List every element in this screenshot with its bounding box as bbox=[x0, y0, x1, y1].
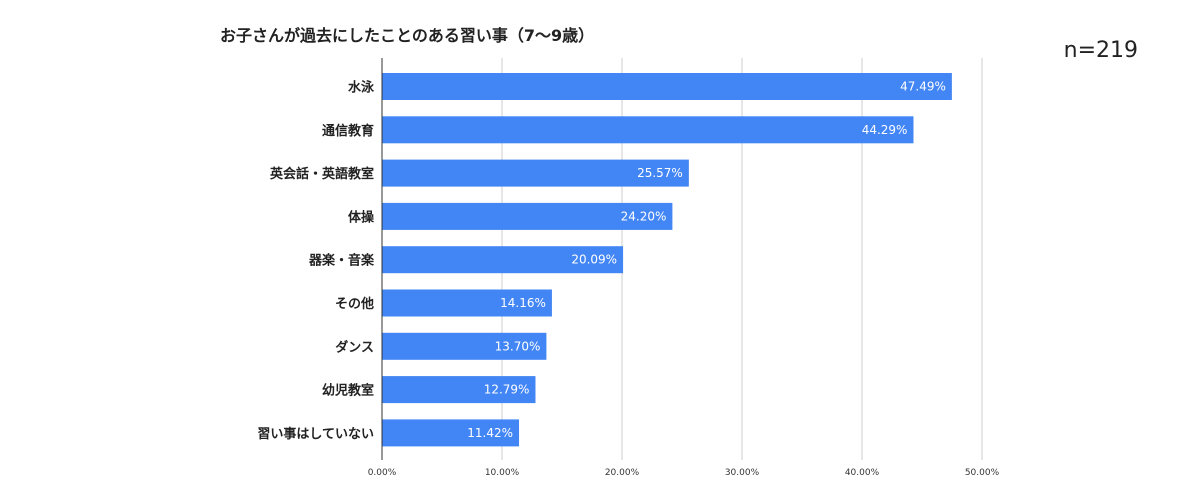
value-label: 20.09% bbox=[571, 253, 617, 267]
x-tick-label: 30.00% bbox=[725, 468, 760, 478]
x-tick-label: 10.00% bbox=[485, 468, 520, 478]
value-label: 12.79% bbox=[484, 383, 530, 397]
category-label: 器楽・音楽 bbox=[308, 253, 375, 269]
value-label: 47.49% bbox=[900, 80, 946, 94]
bar bbox=[382, 332, 547, 360]
sample-size-label: n=219 bbox=[1063, 38, 1138, 63]
category-label: 体操 bbox=[348, 209, 374, 225]
x-tick-label: 50.00% bbox=[965, 468, 1000, 478]
x-tick-label: 0.00% bbox=[368, 468, 397, 478]
bar bbox=[382, 73, 952, 100]
category-label: ダンス bbox=[335, 339, 374, 355]
value-label: 44.29% bbox=[862, 123, 908, 137]
value-label: 13.70% bbox=[495, 339, 541, 353]
x-tick-label: 20.00% bbox=[605, 468, 640, 478]
value-label: 14.16% bbox=[500, 296, 546, 310]
category-label: 通信教育 bbox=[322, 123, 374, 139]
chart-title: お子さんが過去にしたことのある習い事（7〜9歳） bbox=[220, 26, 595, 45]
x-tick-label: 40.00% bbox=[845, 468, 880, 478]
value-label: 11.42% bbox=[467, 426, 513, 440]
bar bbox=[382, 376, 536, 404]
category-label: 習い事はしていない bbox=[257, 426, 374, 442]
bar bbox=[382, 159, 689, 187]
category-label: 幼児教室 bbox=[322, 383, 374, 399]
value-label: 25.57% bbox=[637, 166, 683, 180]
bar bbox=[382, 202, 673, 230]
bar bbox=[382, 419, 520, 447]
bar bbox=[382, 246, 624, 274]
category-label: 英会話・英語教室 bbox=[269, 166, 374, 182]
category-label: その他 bbox=[335, 296, 374, 312]
value-label: 24.20% bbox=[621, 209, 667, 223]
bar bbox=[382, 116, 914, 144]
bar bbox=[382, 289, 552, 317]
category-label: 水泳 bbox=[348, 80, 375, 96]
